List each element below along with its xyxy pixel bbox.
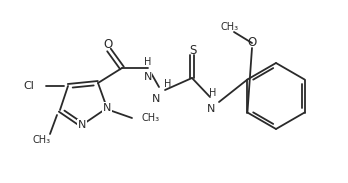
Text: S: S	[189, 44, 197, 57]
Text: N: N	[78, 120, 86, 130]
Text: N: N	[152, 94, 160, 104]
Text: N: N	[103, 103, 111, 113]
Text: Cl: Cl	[23, 81, 34, 91]
Text: H: H	[164, 79, 171, 89]
Text: CH₃: CH₃	[221, 22, 239, 32]
Text: CH₃: CH₃	[33, 135, 51, 145]
Text: H: H	[209, 88, 217, 98]
Text: H: H	[144, 57, 152, 67]
Text: O: O	[247, 36, 256, 49]
Text: N: N	[144, 72, 152, 82]
Text: O: O	[103, 38, 113, 51]
Text: N: N	[207, 104, 215, 114]
Text: CH₃: CH₃	[142, 113, 160, 123]
